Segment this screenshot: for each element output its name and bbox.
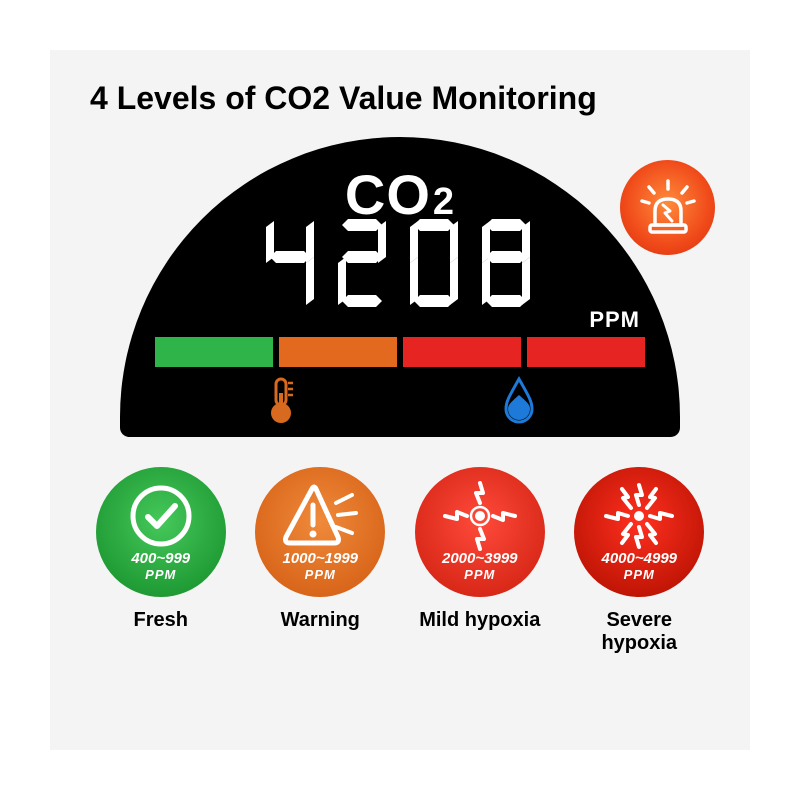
ppm-unit: PPM	[589, 307, 640, 333]
gauge-body: CO2	[120, 137, 680, 437]
label-severe: Severe hypoxia	[569, 609, 711, 655]
bar-mild	[403, 337, 521, 367]
legend-item-fresh: 400~999 PPM Fresh	[90, 467, 232, 655]
range-severe: 4000~4999 PPM	[602, 550, 678, 583]
range-warning: 1000~1999 PPM	[283, 550, 359, 583]
co2-text: CO	[345, 163, 431, 226]
legend-item-mild: 2000~3999 PPM Mild hypoxia	[409, 467, 551, 655]
label-warning: Warning	[281, 609, 360, 632]
gauge-display: CO2	[120, 137, 680, 437]
bar-severe	[527, 337, 645, 367]
legend-item-warning: 1000~1999 PPM Warning	[250, 467, 392, 655]
label-fresh: Fresh	[134, 609, 188, 632]
thermometer-icon	[262, 375, 300, 425]
bar-warning	[279, 337, 397, 367]
co2-reading	[260, 219, 540, 336]
co2-label: CO2	[345, 162, 455, 227]
spark-mild-icon	[441, 481, 519, 551]
range-mild: 2000~3999 PPM	[442, 550, 518, 583]
legend-item-severe: 4000~4999 PPM Severe hypoxia	[569, 467, 711, 655]
legend-row: 400~999 PPM Fresh 1000~1999 P	[90, 467, 710, 655]
legend-circle-warning: 1000~1999 PPM	[255, 467, 385, 597]
alert-icon	[280, 481, 360, 551]
legend-circle-severe: 4000~4999 PPM	[574, 467, 704, 597]
bar-fresh	[155, 337, 273, 367]
gauge-sub-icons	[120, 375, 680, 425]
spark-severe-icon	[600, 481, 678, 551]
main-title: 4 Levels of CO2 Value Monitoring	[90, 80, 730, 117]
label-mild: Mild hypoxia	[419, 609, 540, 632]
legend-circle-mild: 2000~3999 PPM	[415, 467, 545, 597]
check-icon	[126, 481, 196, 551]
infographic-panel: 4 Levels of CO2 Value Monitoring CO2	[50, 50, 750, 750]
co2-subscript: 2	[433, 181, 455, 223]
range-fresh: 400~999 PPM	[131, 550, 190, 583]
level-bars	[155, 337, 645, 367]
water-drop-icon	[500, 375, 538, 425]
legend-circle-fresh: 400~999 PPM	[96, 467, 226, 597]
